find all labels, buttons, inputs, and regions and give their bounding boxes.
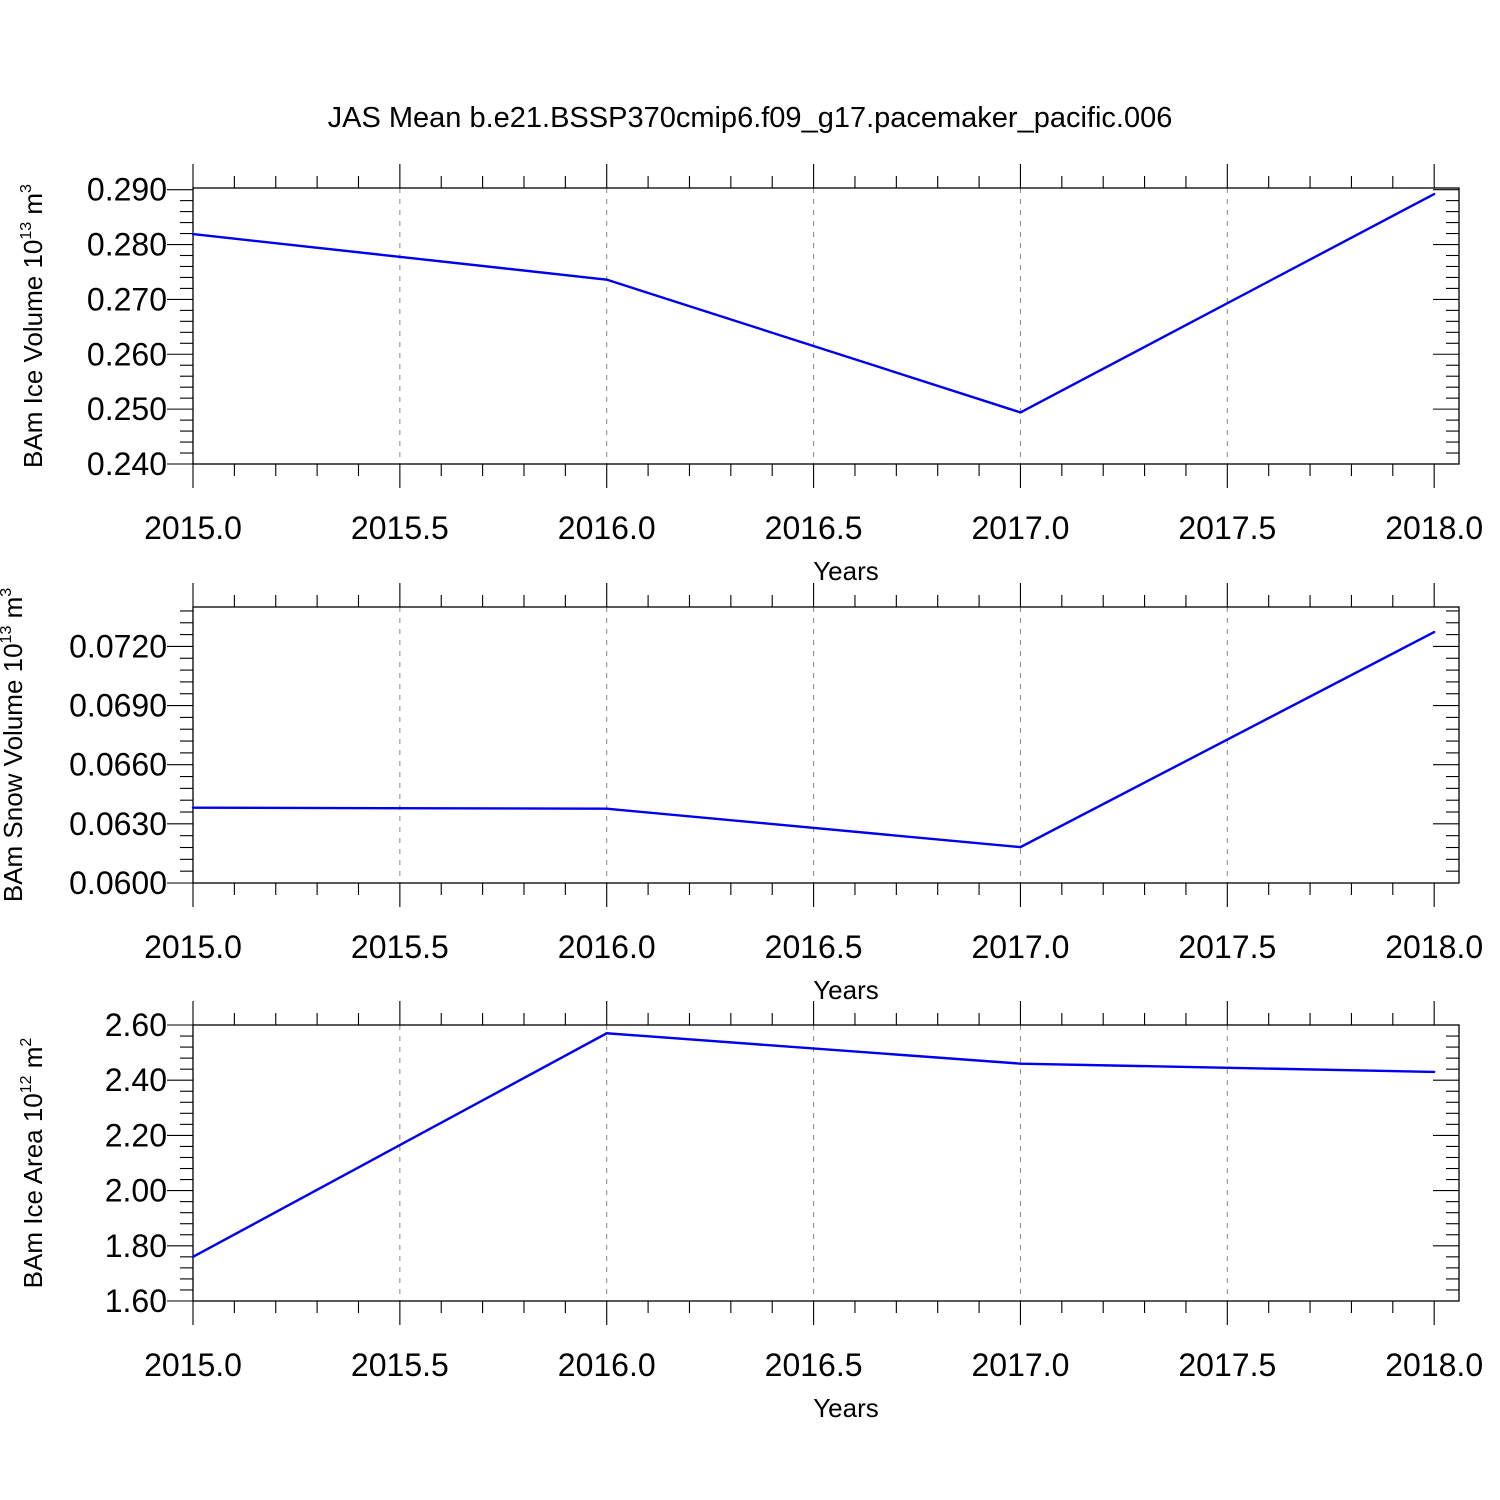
- y-axis-label-ylabel-unit-exp: 3: [18, 184, 35, 193]
- y-axis-label-ylabel-unit-exp: 2: [18, 1038, 35, 1047]
- y-tick-label: 2.00: [105, 1173, 167, 1209]
- y-axis-label-ylabel-main: BAm Snow Volume 10: [0, 643, 28, 902]
- y-tick-label: 0.0660: [69, 747, 167, 783]
- x-tick-label: 2017.0: [972, 1347, 1070, 1383]
- x-tick-label: 2017.0: [972, 929, 1070, 965]
- x-tick-label: 2016.0: [558, 510, 656, 546]
- data-point: [1019, 411, 1022, 414]
- x-tick-label: 2018.0: [1385, 929, 1483, 965]
- figure-title: JAS Mean b.e21.BSSP370cmip6.f09_g17.pace…: [328, 102, 1173, 134]
- y-tick-label: 0.0600: [69, 865, 167, 901]
- x-axis-label: Years: [813, 556, 879, 586]
- x-tick-label: 2017.0: [972, 510, 1070, 546]
- x-tick-label: 2018.0: [1385, 1347, 1483, 1383]
- data-point: [191, 232, 195, 236]
- data-point: [605, 278, 608, 281]
- y-tick-label: 2.20: [105, 1117, 167, 1153]
- y-axis-label-ylabel-unit: m: [0, 597, 28, 626]
- x-tick-label: 2016.5: [765, 510, 863, 546]
- y-tick-label: 0.240: [87, 446, 167, 482]
- y-axis-label-ylabel-exp: 13: [18, 222, 35, 240]
- y-tick-label: 0.0690: [69, 688, 167, 724]
- x-tick-label: 2016.5: [765, 1347, 863, 1383]
- x-tick-label: 2015.5: [351, 510, 449, 546]
- x-tick-label: 2015.0: [144, 510, 242, 546]
- series-line: [192, 1032, 1435, 1258]
- series-line: [192, 192, 1435, 414]
- plot-frame: [192, 187, 1460, 465]
- x-axis-label: Years: [813, 975, 879, 1005]
- y-axis-label-ylabel-unit: m: [18, 1047, 48, 1076]
- y-tick-label: 2.60: [105, 1007, 167, 1043]
- data-point: [1019, 1062, 1022, 1065]
- y-axis-label-ylabel-unit: m: [18, 193, 48, 222]
- x-tick-label: 2017.5: [1178, 929, 1276, 965]
- x-tick-label: 2017.5: [1178, 510, 1276, 546]
- y-tick-label: 0.280: [87, 227, 167, 263]
- panel-1: 2015.0 2015.5 2016.0 2016.5 2017.0 2017.5 2018…: [18, 164, 1483, 586]
- y-tick-label: 1.60: [105, 1283, 167, 1319]
- data-point: [1432, 192, 1436, 196]
- x-axis-label: Years: [813, 1393, 879, 1423]
- x-tick-label: 2015.0: [144, 1347, 242, 1383]
- y-axis-label-ylabel-exp: 12: [18, 1075, 35, 1093]
- data-point: [1019, 845, 1022, 849]
- y-axis-label: BAm Snow Volume 1013 m3: [0, 588, 28, 902]
- x-tick-label: 2017.5: [1178, 1347, 1276, 1383]
- data-point: [191, 806, 195, 809]
- panel-2: 2015.0 2015.5 2016.0 2016.5 2017.0 2017.5 2018…: [0, 583, 1483, 1005]
- data-point: [605, 1032, 608, 1035]
- y-axis-label-ylabel-main: BAm Ice Volume 10: [18, 240, 48, 468]
- x-tick-label: 2015.5: [351, 929, 449, 965]
- y-tick-label: 0.0630: [69, 806, 167, 842]
- y-tick-label: 2.40: [105, 1062, 167, 1098]
- y-tick-label: 0.260: [87, 336, 167, 372]
- y-tick-label: 1.80: [105, 1228, 167, 1264]
- x-tick-label: 2015.0: [144, 929, 242, 965]
- data-point: [605, 807, 608, 810]
- y-tick-label: 0.290: [87, 172, 167, 208]
- x-tick-label: 2016.0: [558, 1347, 656, 1383]
- y-axis-label: BAm Ice Area 1012 m2: [18, 1038, 48, 1289]
- plot-frame: [192, 606, 1460, 884]
- x-tick-label: 2016.5: [765, 929, 863, 965]
- panel-3: 2015.0 2015.5 2016.0 2016.5 2017.0 2017.5 2018…: [18, 1001, 1483, 1423]
- x-tick-label: 2016.0: [558, 929, 656, 965]
- x-tick-label: 2018.0: [1385, 510, 1483, 546]
- data-point: [191, 1255, 195, 1259]
- panels: 2015.0 2015.5 2016.0 2016.5 2017.0 2017.5 2018…: [0, 164, 1483, 1423]
- series-line: [192, 630, 1435, 849]
- data-point: [1432, 630, 1436, 634]
- plot-frame: [192, 1024, 1460, 1302]
- data-point: [1432, 1070, 1436, 1074]
- y-axis-label-ylabel-main: BAm Ice Area 10: [18, 1093, 48, 1288]
- y-tick-label: 0.270: [87, 281, 167, 317]
- y-axis-label-ylabel-exp: 13: [0, 626, 15, 644]
- x-tick-label: 2015.5: [351, 1347, 449, 1383]
- y-tick-label: 0.250: [87, 391, 167, 427]
- y-axis-label: BAm Ice Volume 1013 m3: [18, 184, 48, 468]
- y-axis-label-ylabel-unit-exp: 3: [0, 588, 15, 597]
- y-tick-label: 0.0720: [69, 628, 167, 664]
